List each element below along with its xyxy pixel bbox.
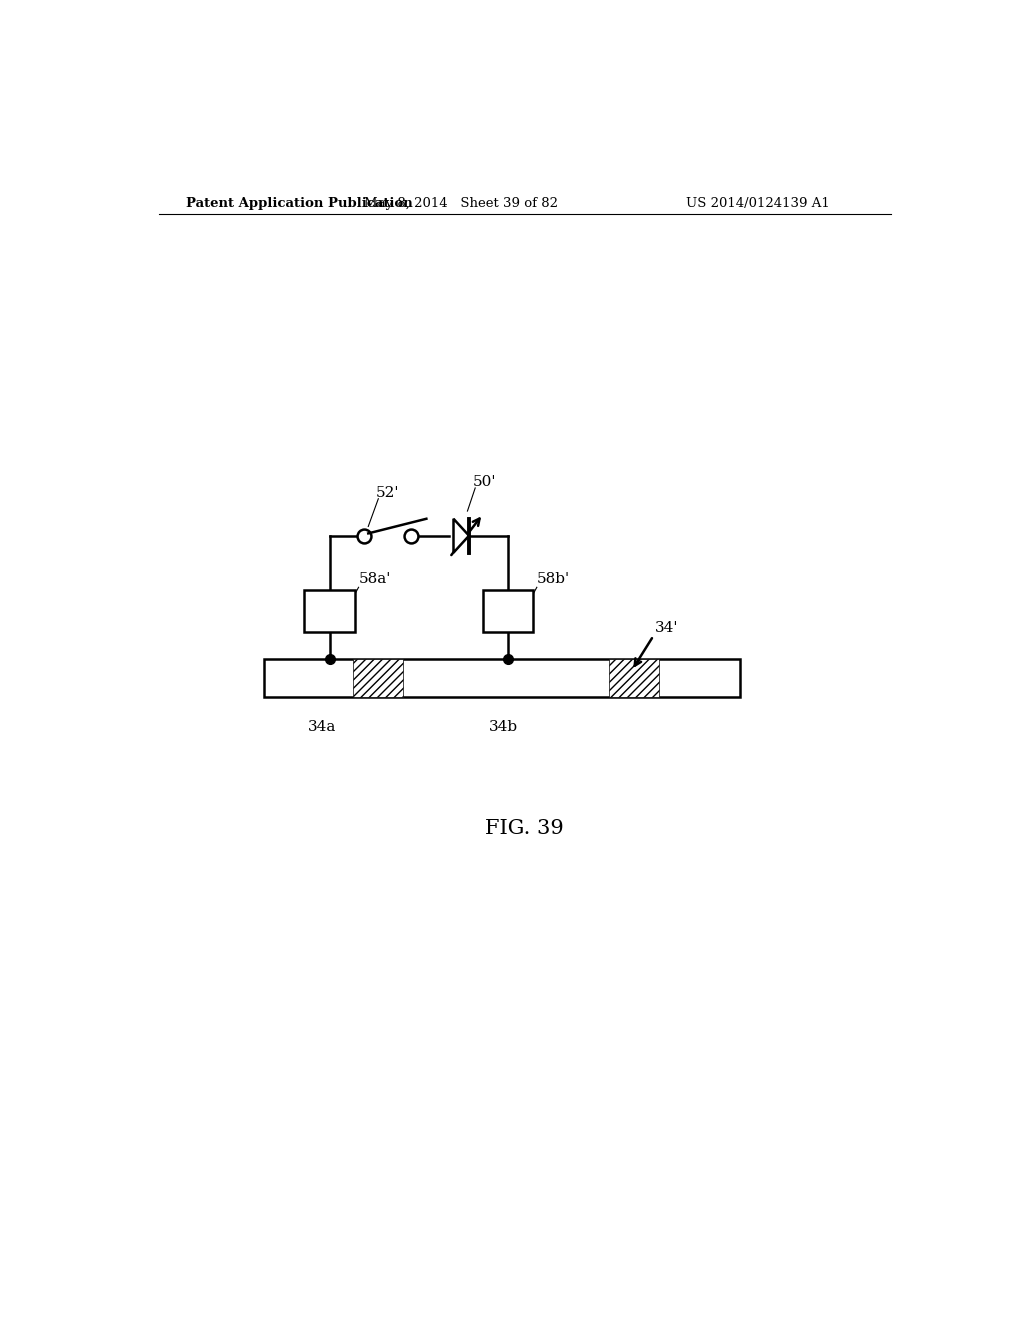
- Bar: [304, 590, 354, 632]
- Text: 52': 52': [376, 486, 399, 500]
- Text: 58b': 58b': [537, 572, 570, 586]
- Text: 58a': 58a': [358, 572, 391, 586]
- Text: May 8, 2014   Sheet 39 of 82: May 8, 2014 Sheet 39 of 82: [365, 197, 558, 210]
- Text: FIG. 39: FIG. 39: [485, 818, 564, 838]
- Polygon shape: [454, 519, 469, 553]
- Text: 50': 50': [473, 475, 497, 488]
- Bar: [352, 659, 403, 697]
- Text: 34': 34': [655, 622, 679, 635]
- Bar: [482, 590, 532, 632]
- Bar: [608, 659, 658, 697]
- Text: 34a: 34a: [307, 719, 336, 734]
- Text: 34b: 34b: [489, 719, 518, 734]
- Bar: [263, 659, 740, 697]
- Text: US 2014/0124139 A1: US 2014/0124139 A1: [686, 197, 829, 210]
- Text: Patent Application Publication: Patent Application Publication: [186, 197, 413, 210]
